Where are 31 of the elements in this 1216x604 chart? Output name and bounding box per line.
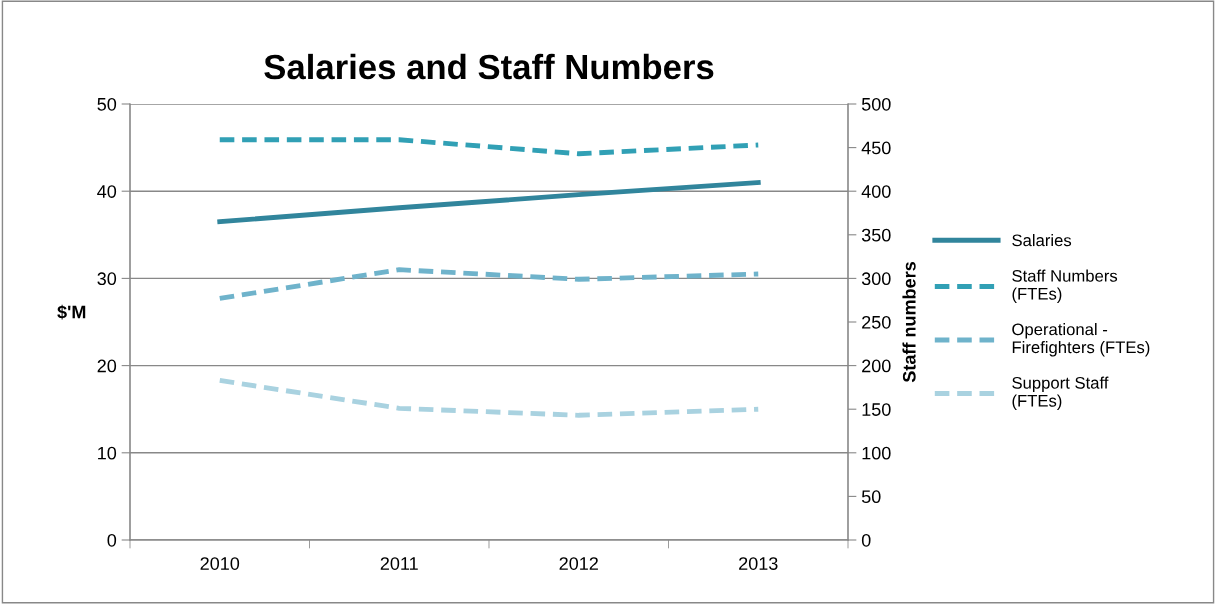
x-tick-label: 2012 [559,557,598,570]
y2-tick-label: 50 [861,490,881,504]
x-tick-label: 2011 [380,557,418,570]
y2-tick-label: 200 [862,359,891,373]
y2-tick-label: 100 [862,446,891,460]
y2-tick-label: 250 [862,315,891,329]
legend-label: Salaries [1012,234,1072,247]
y2-tick-label: 300 [861,272,891,286]
y2-axis-title: Staff numbers [902,262,916,383]
y-tick-label: 20 [97,359,117,373]
chart-title: Salaries and Staff Numbers [264,53,714,80]
legend-label: Staff Numbers (FTEs) [1012,269,1118,304]
y2-tick-label: 350 [861,228,891,242]
y2-tick-label: 0 [861,533,871,547]
y-tick-label: 0 [107,533,117,547]
y2-tick-label: 400 [861,185,891,198]
y-axis-title: $'M [57,304,86,320]
y-tick-label: 50 [97,97,117,111]
y2-tick-label: 450 [861,141,891,155]
legend-label: Operational - Firefighters (FTEs) [1012,323,1150,357]
line-series [217,267,761,301]
x-tick-label: 2013 [739,557,778,570]
y2-tick-label: 150 [862,403,891,416]
legend-label: Support Staff (FTEs) [1012,376,1109,410]
y-tick-label: 30 [97,272,117,286]
line-series [217,377,761,418]
line-series [217,180,761,225]
y-tick-label: 10 [98,446,117,460]
y-tick-label: 40 [97,185,117,198]
y2-tick-label: 500 [861,97,891,111]
x-tick-label: 2010 [200,557,240,570]
